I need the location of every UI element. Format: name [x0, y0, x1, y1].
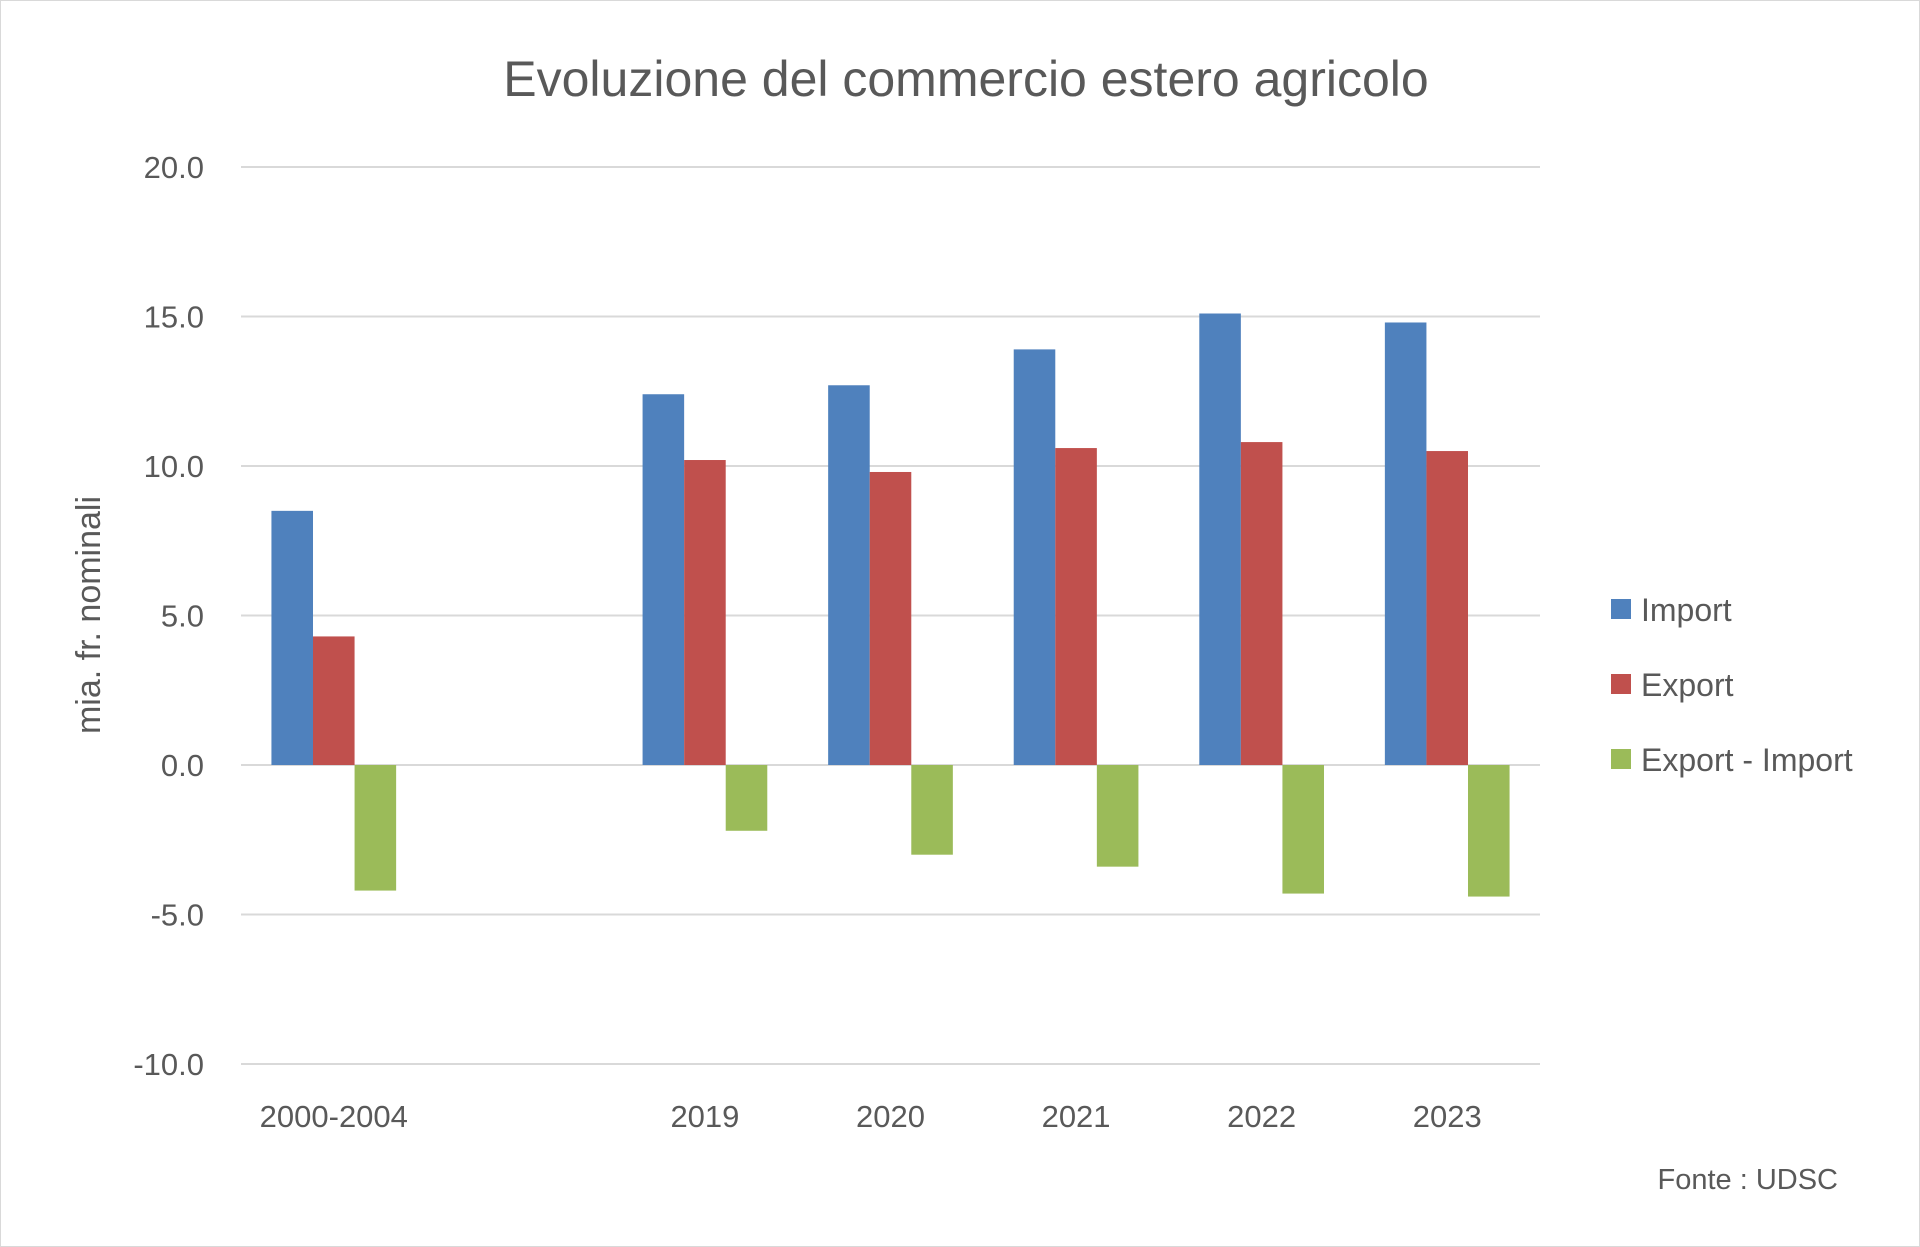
y-tick-label: -10.0 [133, 1047, 204, 1082]
chart-title: Evoluzione del commercio estero agricolo [503, 51, 1428, 107]
bar-import-2022 [1199, 313, 1241, 765]
legend-label: Import [1641, 592, 1732, 628]
bar-export-import-2022 [1282, 765, 1324, 894]
x-tick-label: 2020 [856, 1099, 925, 1134]
bar-export-2022 [1240, 442, 1283, 765]
bar-import-2020 [828, 385, 870, 765]
x-tick-label: 2019 [670, 1099, 739, 1134]
bar-export-import-2000-2004 [354, 765, 397, 891]
bar-export-import-2020 [911, 765, 953, 855]
bar-export-import-2019 [725, 765, 768, 831]
x-tick-label: 2000-2004 [260, 1099, 408, 1134]
bar-import-2023 [1384, 322, 1427, 765]
gridlines: 20.0 15.0 10.0 5.0 0.0 -5.0 -10.0 [133, 150, 1540, 1082]
legend: Import Export Export - Import [1611, 592, 1853, 778]
legend-label: Export [1641, 667, 1734, 703]
bar-export-2000-2004 [313, 636, 355, 765]
y-tick-label: 15.0 [144, 300, 204, 335]
y-tick-label: 10.0 [144, 449, 204, 484]
bar-import-2021 [1013, 349, 1056, 765]
x-tick-label: 2021 [1042, 1099, 1111, 1134]
source-note: Fonte : UDSC [1658, 1164, 1839, 1196]
bar-export-2020 [869, 471, 912, 765]
x-tick-label: 2022 [1227, 1099, 1296, 1134]
y-tick-label: 0.0 [161, 748, 204, 783]
bar-export-2021 [1055, 448, 1097, 765]
x-axis-labels: 2000-2004 2019 2020 2021 2022 2023 [260, 1099, 1482, 1134]
bar-export-2023 [1426, 451, 1468, 765]
bar-export-import-2021 [1096, 765, 1139, 867]
y-tick-label: 20.0 [144, 150, 204, 185]
bar-import-2000-2004 [271, 510, 314, 765]
y-axis-label: mia. fr. nominali [70, 496, 108, 734]
y-tick-label: -5.0 [151, 898, 204, 933]
bar-import-2019 [642, 394, 685, 765]
legend-swatch [1611, 674, 1631, 694]
bar-export-2019 [684, 460, 726, 765]
legend-label: Export - Import [1641, 742, 1853, 778]
y-tick-label: 5.0 [161, 599, 204, 634]
legend-swatch [1611, 599, 1631, 619]
bar-export-import-2023 [1467, 765, 1510, 897]
x-tick-label: 2023 [1413, 1099, 1482, 1134]
legend-swatch [1611, 749, 1631, 769]
bars [271, 313, 1510, 897]
